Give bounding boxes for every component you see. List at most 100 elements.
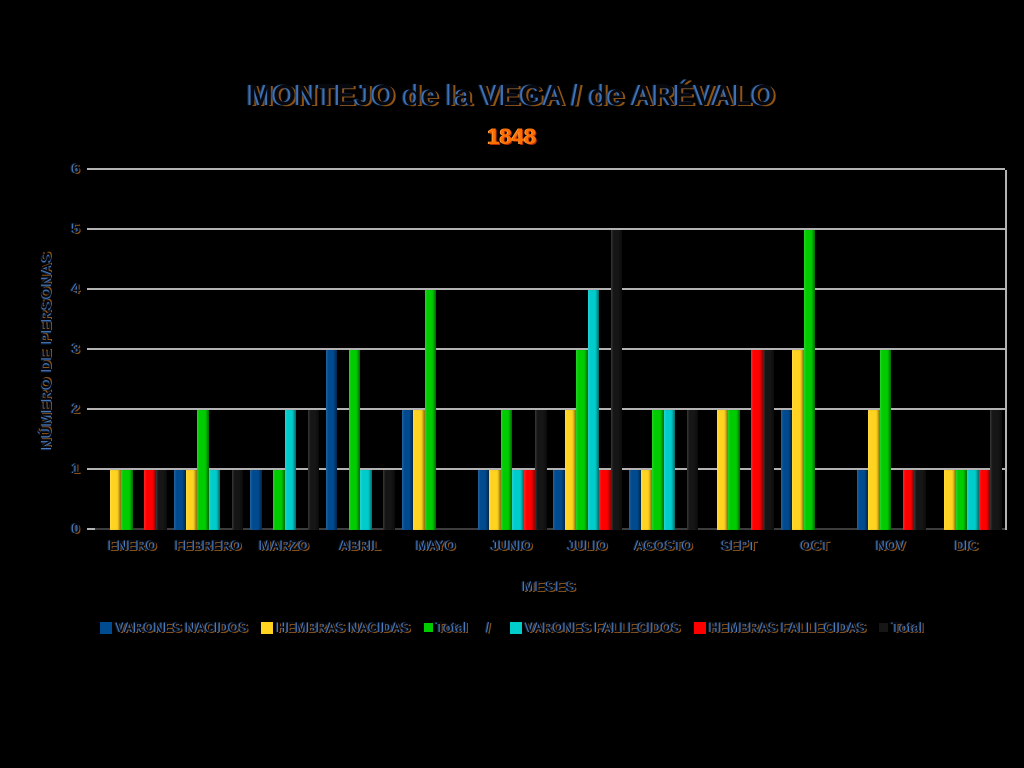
bar — [250, 470, 262, 530]
bar — [155, 470, 168, 530]
bar — [856, 470, 869, 530]
bar — [652, 410, 664, 530]
x-tick-label: NOV — [876, 538, 906, 553]
bar — [174, 470, 186, 530]
plot-right-border — [1005, 170, 1007, 530]
y-tick-label: 2 — [72, 400, 80, 416]
y-tick-mark — [87, 228, 95, 230]
bar — [686, 410, 699, 530]
legend-label: Total — [436, 620, 468, 635]
bar — [197, 410, 209, 530]
gridline — [95, 228, 1005, 230]
bar-group-sept — [702, 170, 778, 530]
legend-swatch — [423, 623, 433, 632]
bar — [610, 230, 623, 530]
bar — [728, 410, 740, 530]
legend-item: VARONES NACIDOS — [100, 620, 248, 635]
bar — [284, 410, 297, 530]
bar — [185, 470, 198, 530]
bar — [599, 470, 611, 530]
x-axis-title: MESES — [522, 578, 577, 594]
bar — [576, 350, 588, 530]
y-tick-mark — [87, 288, 95, 290]
bar-group-julio — [550, 170, 626, 530]
x-tick-label: AGOSTO — [634, 538, 693, 553]
bar-group-oct — [777, 170, 853, 530]
bar — [413, 410, 425, 530]
bar — [587, 290, 600, 530]
bar — [121, 470, 133, 530]
bar-group-nov — [853, 170, 929, 530]
bar — [401, 410, 414, 530]
y-tick-label: 6 — [72, 160, 80, 176]
bar — [902, 470, 915, 530]
bar-group-enero — [95, 170, 171, 530]
x-tick-label: DIC — [955, 538, 979, 553]
bar — [944, 470, 956, 530]
bar — [383, 470, 395, 530]
bar — [424, 290, 437, 530]
bar — [751, 350, 763, 530]
bar — [553, 470, 565, 530]
bar — [716, 410, 729, 530]
bar — [109, 470, 122, 530]
legend-swatch — [100, 621, 113, 634]
bar-group-abril — [322, 170, 398, 530]
bar — [955, 470, 968, 530]
bar — [273, 470, 285, 530]
legend-label: HEMBRAS FALLECIDAS — [709, 620, 867, 635]
bar — [640, 470, 653, 530]
y-tick-mark — [87, 168, 95, 170]
bar-group-marzo — [247, 170, 323, 530]
x-axis-labels: ENERO FEBRERO MARZO ABRIL MAYO JUNIO JULIO AGOS… — [95, 538, 1005, 553]
plot-area — [87, 168, 1007, 530]
bar-group-agosto — [626, 170, 702, 530]
legend-item: VARONES FALLECIDOS — [509, 620, 681, 635]
bar — [663, 410, 676, 530]
bar-group-febrero — [171, 170, 247, 530]
y-tick-mark — [87, 528, 95, 530]
bar — [307, 410, 320, 530]
bar — [803, 230, 816, 530]
x-tick-label: JUNIO — [491, 538, 533, 553]
legend-swatch — [261, 621, 274, 634]
bar — [489, 470, 501, 530]
bar — [231, 470, 244, 530]
bar — [144, 470, 156, 530]
gridline — [95, 468, 1005, 470]
gridline — [95, 348, 1005, 350]
y-tick-label: 0 — [72, 520, 80, 536]
bar — [512, 470, 524, 530]
bar — [629, 470, 641, 530]
bar — [348, 350, 361, 530]
y-tick-label: 3 — [72, 340, 80, 356]
x-tick-label: ABRIL — [339, 538, 382, 553]
legend-item: HEMBRAS FALLECIDAS — [693, 620, 867, 635]
bar — [360, 470, 372, 530]
x-tick-label: OCT — [801, 538, 830, 553]
bar — [792, 350, 804, 530]
legend-label: VARONES NACIDOS — [116, 620, 249, 635]
legend-label: Total — [892, 620, 924, 635]
chart-title: MONTEJO de la VEGA / de ARÉVALO — [248, 80, 776, 112]
y-tick-mark — [87, 408, 95, 410]
x-tick-label: ENERO — [108, 538, 157, 553]
legend-swatch — [879, 623, 889, 632]
bar — [208, 470, 221, 530]
bar-group-mayo — [398, 170, 474, 530]
bar — [325, 350, 338, 530]
x-tick-label: FEBRERO — [175, 538, 242, 553]
bar-group-dic — [929, 170, 1005, 530]
bar-group-junio — [474, 170, 550, 530]
bar — [914, 470, 926, 530]
bar — [780, 410, 793, 530]
legend-item: HEMBRAS NACIDAS — [261, 620, 411, 635]
bar — [477, 470, 490, 530]
gridline — [95, 168, 1005, 170]
bar — [990, 410, 1002, 530]
bar-groups — [95, 170, 1005, 530]
gridline — [95, 528, 1005, 530]
legend-label: VARONES FALLECIDOS — [525, 620, 681, 635]
x-tick-label: MARZO — [259, 538, 310, 553]
